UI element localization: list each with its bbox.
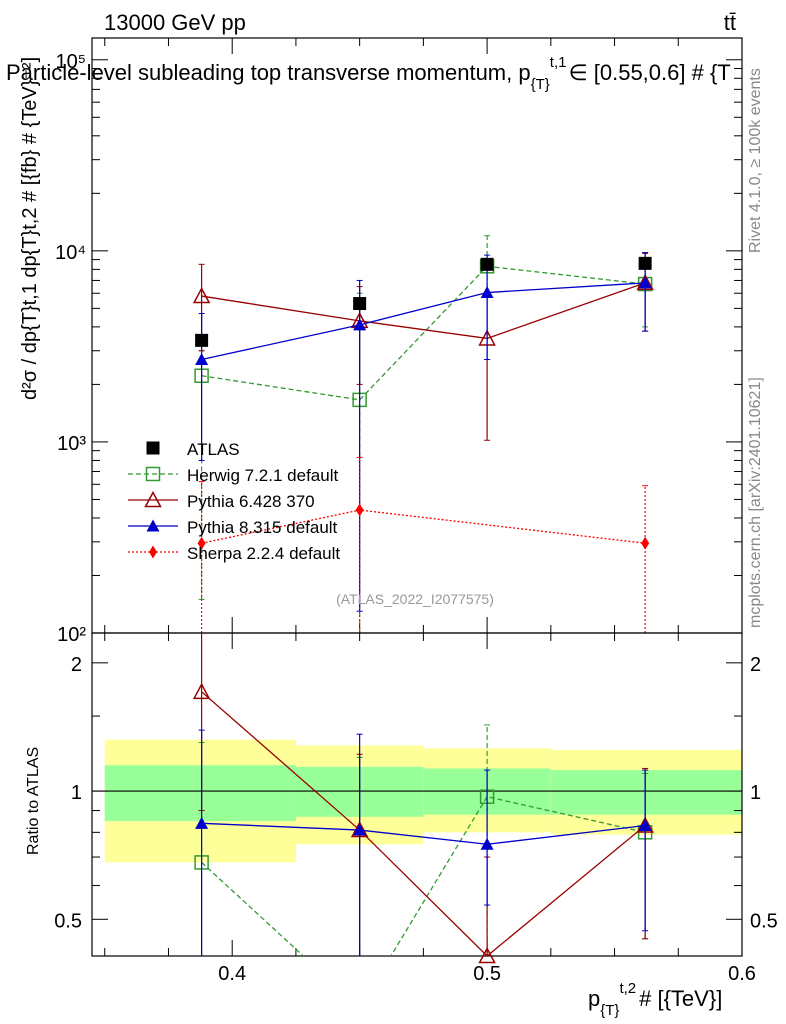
ratio-point bbox=[192, 682, 211, 700]
legend-entry: Pythia 6.428 370 bbox=[128, 490, 315, 511]
legend-marker bbox=[145, 466, 161, 482]
x-tick-label: 0.6 bbox=[728, 963, 756, 985]
y-axis-label-main: d²σ / dp{T}t,1 dp{T}t,2 # [{fb} # {TeV}⁻… bbox=[19, 57, 41, 400]
legend-label: Pythia 8.315 default bbox=[187, 518, 338, 537]
plot-title: Particle-level subleading top transverse… bbox=[6, 54, 731, 93]
legend-marker bbox=[149, 545, 157, 559]
ratio-tick-label-right: 2 bbox=[750, 654, 761, 676]
ratio-tick-label: 1 bbox=[71, 782, 82, 804]
ratio-line bbox=[201, 691, 646, 956]
legend-entry: ATLAS bbox=[146, 440, 240, 459]
x-label-tail: # [{TeV}] bbox=[639, 986, 722, 1011]
ratio-tick-label-right: 1 bbox=[750, 782, 761, 804]
y-tick-label: 10² bbox=[57, 624, 86, 646]
ratio-point bbox=[353, 823, 367, 836]
data-point bbox=[192, 286, 211, 304]
data-point bbox=[641, 536, 650, 550]
header-right-label: tt̄ bbox=[724, 10, 736, 35]
main-plot: 10² 10³ 10⁴ 10⁵ bbox=[55, 37, 743, 956]
y-tick-label: 10⁵ bbox=[55, 51, 86, 73]
ratio-point bbox=[480, 837, 494, 850]
series-2 bbox=[192, 252, 654, 441]
svg-text:Particle-level subleading top: Particle-level subleading top transverse… bbox=[6, 54, 731, 93]
x-label-main: p bbox=[588, 986, 600, 1011]
data-point bbox=[195, 333, 209, 347]
legend-label: ATLAS bbox=[187, 440, 240, 459]
y-tick-label: 10³ bbox=[57, 433, 86, 455]
data-point bbox=[197, 536, 206, 550]
legend-entry: Pythia 8.315 default bbox=[128, 518, 338, 537]
legend-entry: Sherpa 2.2.4 default bbox=[128, 544, 340, 563]
title-tail: ∈ [0.55,0.6] # {T bbox=[568, 60, 730, 85]
mcplots-label: mcplots.cern.ch [arXiv:2401.10621] bbox=[747, 377, 764, 628]
ratio-band-inner bbox=[550, 770, 742, 815]
ratio-plot: 0.5 0.5 1 1 2 2 0.4 0.5 0.6 bbox=[54, 632, 778, 985]
legend-marker bbox=[146, 519, 160, 532]
data-point bbox=[480, 286, 494, 299]
series-line bbox=[201, 265, 646, 401]
ratio-line bbox=[201, 822, 646, 845]
data-point bbox=[195, 353, 209, 366]
series-line bbox=[201, 282, 646, 361]
data-point bbox=[353, 318, 367, 331]
data-point bbox=[480, 257, 494, 271]
legend-marker bbox=[144, 490, 162, 508]
legend-label: Sherpa 2.2.4 default bbox=[187, 544, 340, 563]
x-label-sub: {T} bbox=[600, 1002, 619, 1019]
x-tick-label: 0.4 bbox=[218, 963, 246, 985]
y-axis-label-ratio: Ratio to ATLAS bbox=[25, 747, 42, 855]
svg-text:p{T}t,2# [{TeV}]: p{T}t,2 # [{TeV}] bbox=[588, 980, 722, 1019]
ratio-point bbox=[638, 819, 652, 832]
legend-marker bbox=[146, 441, 160, 455]
ratio-tick-label: 0.5 bbox=[54, 910, 82, 932]
title-main: Particle-level subleading top transverse… bbox=[6, 60, 531, 85]
data-point bbox=[355, 503, 364, 517]
ratio-series-3 bbox=[195, 729, 652, 956]
ratio-point bbox=[195, 816, 209, 829]
x-axis-label: p{T}t,2 # [{TeV}] bbox=[588, 980, 722, 1019]
series-line bbox=[201, 282, 646, 340]
x-tick-label: 0.5 bbox=[473, 963, 501, 985]
data-point bbox=[638, 256, 652, 270]
ratio-line bbox=[201, 795, 646, 956]
series-0 bbox=[195, 256, 652, 347]
ratio-tick-label: 2 bbox=[71, 654, 82, 676]
legend-label: Pythia 6.428 370 bbox=[187, 492, 315, 511]
header-left-label: 13000 GeV pp bbox=[104, 10, 246, 35]
legend-label: Herwig 7.2.1 default bbox=[187, 466, 338, 485]
legend: ATLAS Herwig 7.2.1 default Pythia 6.428 37… bbox=[128, 440, 340, 563]
series-4 bbox=[197, 456, 650, 633]
title-sub: {T} bbox=[531, 76, 550, 93]
data-point bbox=[638, 276, 652, 289]
ratio-point bbox=[478, 946, 496, 964]
series-1 bbox=[194, 235, 653, 633]
y-tick-label: 10⁴ bbox=[55, 242, 86, 264]
rivet-label: Rivet 4.1.0, ≥ 100k events bbox=[747, 68, 764, 253]
title-sup: t,1 bbox=[550, 54, 567, 71]
ratio-band-inner bbox=[104, 765, 296, 822]
x-label-sup: t,2 bbox=[619, 980, 636, 997]
watermark: (ATLAS_2022_I2077575) bbox=[336, 591, 494, 607]
ratio-frame bbox=[91, 632, 743, 957]
legend-entry: Herwig 7.2.1 default bbox=[128, 466, 338, 485]
data-point bbox=[353, 297, 367, 311]
ratio-tick-label-right: 0.5 bbox=[750, 910, 778, 932]
